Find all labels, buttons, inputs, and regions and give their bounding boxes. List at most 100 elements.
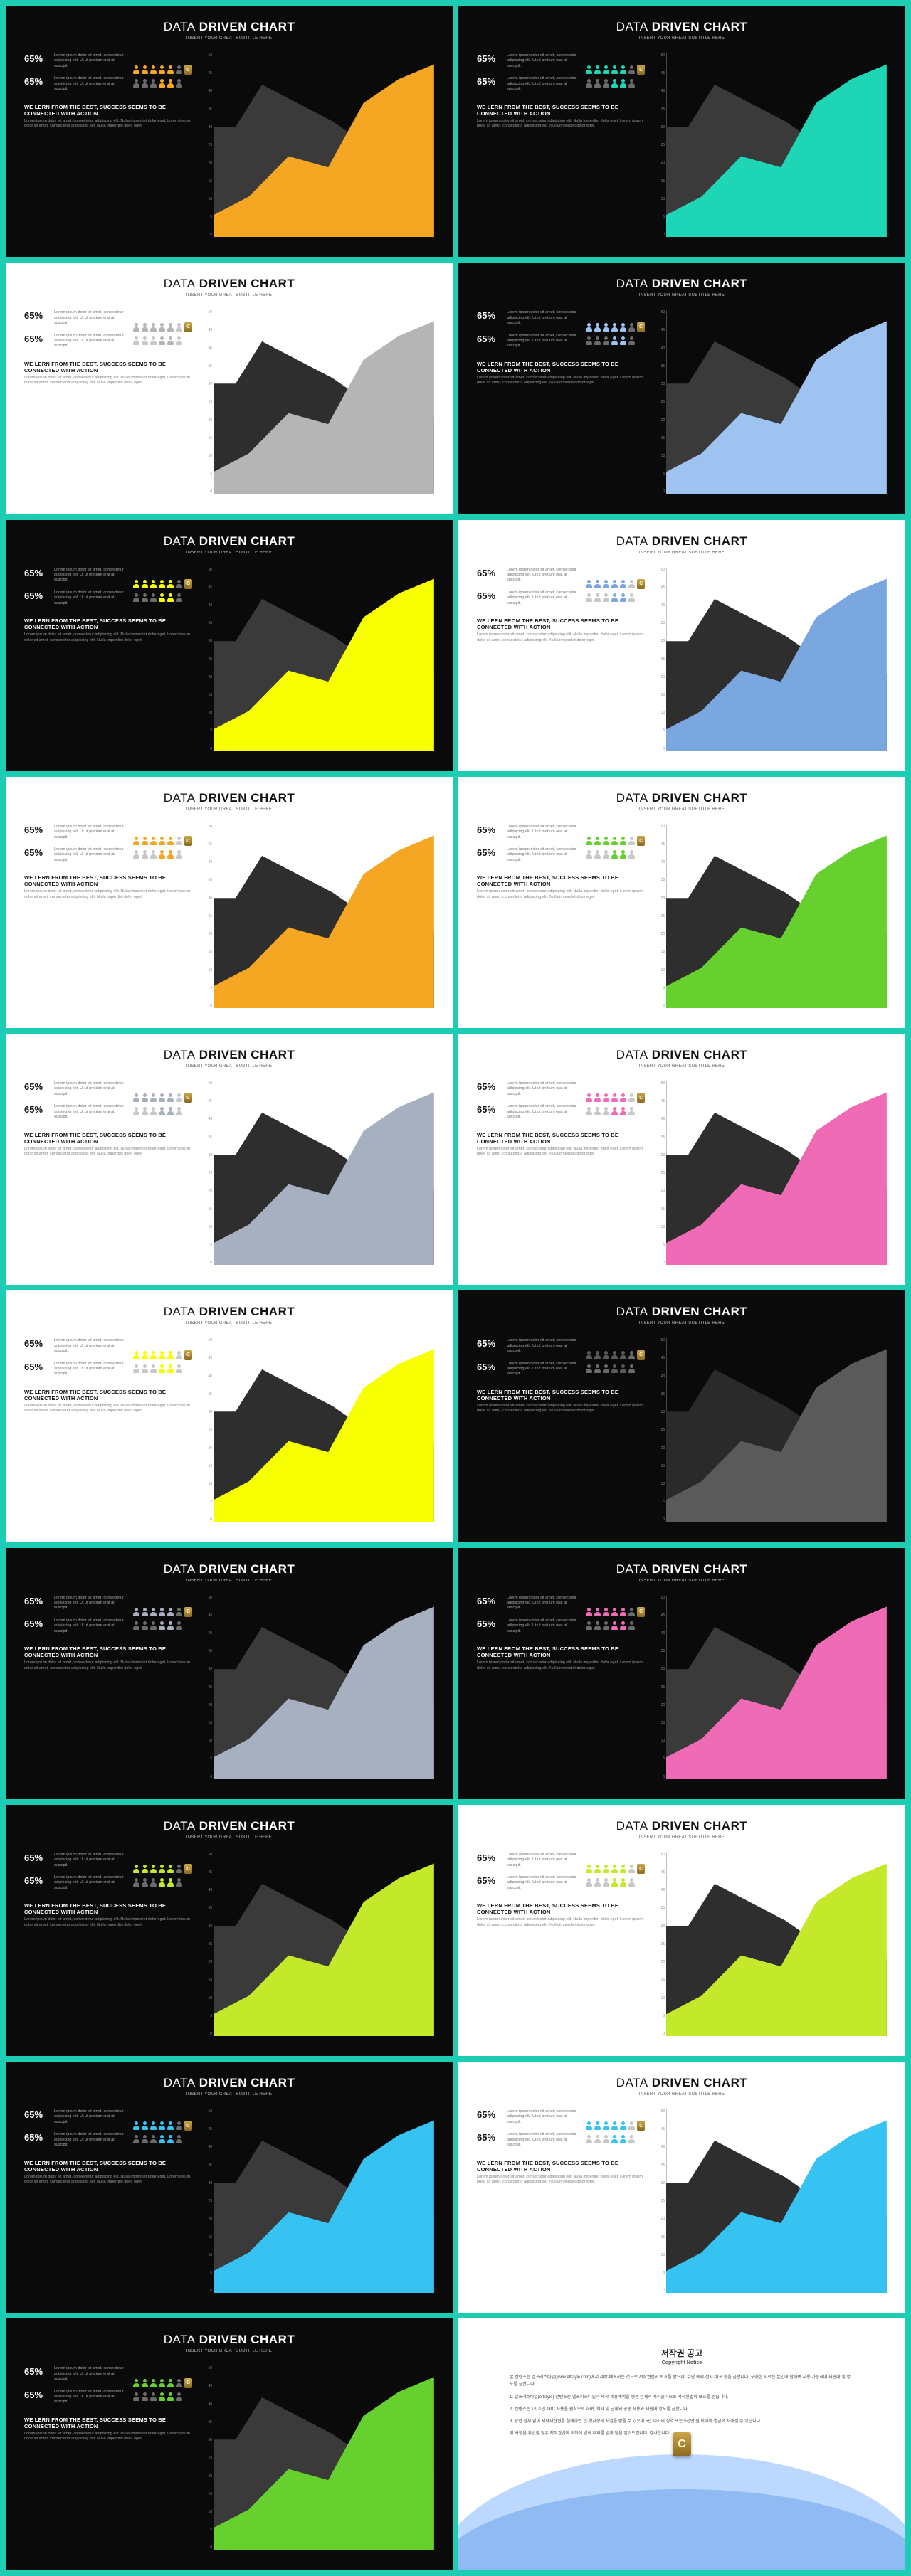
person-icon-row xyxy=(133,850,157,859)
y-tick-label: 35 xyxy=(655,107,665,112)
person-icon xyxy=(594,1608,601,1616)
title-thin: DATA xyxy=(616,277,648,290)
chart-area: 50454035302520151050 xyxy=(655,568,887,757)
area-chart xyxy=(666,568,887,751)
y-axis-ticks: 50454035302520151050 xyxy=(655,1853,665,2036)
icon-column xyxy=(586,322,645,345)
person-icon xyxy=(603,1621,609,1630)
left-column: 65% Lorem ipsum dolor sit amet, consecte… xyxy=(24,2109,192,2299)
person-icon xyxy=(133,2135,139,2143)
area-chart xyxy=(214,2366,434,2550)
title-bold: DRIVEN CHART xyxy=(199,277,295,290)
chart-area: 50454035302520151050 xyxy=(655,1596,887,1785)
y-tick-label: 0 xyxy=(655,233,665,237)
person-icon xyxy=(150,323,157,332)
person-icon xyxy=(167,1093,174,1102)
y-tick-label: 45 xyxy=(655,328,665,332)
person-icon-row xyxy=(133,837,174,845)
person-icon xyxy=(594,65,601,74)
icon-column xyxy=(133,2378,192,2401)
stat-blurb: Lorem ipsum dolor sit amet, consectetur … xyxy=(54,76,126,92)
person-icon-row xyxy=(133,1865,174,1873)
person-icon xyxy=(611,2135,618,2143)
person-icon-row xyxy=(133,323,174,332)
stat-blurb: Lorem ipsum dolor sit amet, consectetur … xyxy=(54,2366,126,2382)
person-icon xyxy=(159,1093,165,1102)
person-icon xyxy=(167,1107,174,1115)
badge-icon xyxy=(637,1864,645,1874)
slide-subtitle: INSERT YOUR GREAT SUBTITLE HERE xyxy=(477,551,887,555)
person-icon xyxy=(586,1107,592,1115)
y-tick-label: 35 xyxy=(202,2420,212,2424)
y-tick-label: 15 xyxy=(655,693,665,697)
y-tick-label: 10 xyxy=(202,1482,212,1486)
slide-subtitle: INSERT YOUR GREAT SUBTITLE HERE xyxy=(24,807,434,812)
y-tick-label: 10 xyxy=(655,2253,665,2257)
y-tick-label: 50 xyxy=(655,53,665,58)
person-icon xyxy=(603,1364,609,1373)
person-icon-row xyxy=(611,850,626,859)
y-tick-label: 0 xyxy=(202,489,212,494)
left-column: 65% Lorem ipsum dolor sit amet, consecte… xyxy=(477,1081,645,1271)
footer-blurb: Lorem ipsum dolor sit amet, consectetur … xyxy=(24,632,192,643)
slide: DATA DRIVEN CHART INSERT YOUR GREAT SUBT… xyxy=(458,263,905,514)
slide-title: DATA DRIVEN CHART xyxy=(24,2076,434,2090)
footer-heading: WE LERN FROM THE BEST, SUCCESS SEEMS TO … xyxy=(24,1389,192,1401)
person-icon xyxy=(628,1351,635,1359)
y-tick-label: 10 xyxy=(202,1996,212,2000)
y-tick-label: 35 xyxy=(202,1392,212,1396)
left-column: 65% Lorem ipsum dolor sit amet, consecte… xyxy=(477,1853,645,2042)
stat-blurb: Lorem ipsum dolor sit amet, consectetur … xyxy=(54,1104,126,1120)
person-icon xyxy=(167,580,174,588)
area-chart xyxy=(214,2109,434,2293)
person-icon-row xyxy=(586,1107,609,1115)
slide-title: DATA DRIVEN CHART xyxy=(477,20,887,34)
stat-blurb: Lorem ipsum dolor sit amet, consectetur … xyxy=(54,1853,126,1868)
percent-value: 65% xyxy=(24,568,48,578)
person-icon xyxy=(620,323,626,332)
person-icon-row xyxy=(611,1107,626,1115)
title-bold: DRIVEN CHART xyxy=(652,277,747,290)
person-icon-row xyxy=(133,1093,174,1102)
icon-column xyxy=(133,1864,192,1887)
person-icon xyxy=(150,1093,157,1102)
title-thin: DATA xyxy=(616,1305,648,1318)
icon-column xyxy=(133,836,192,859)
y-tick-label: 0 xyxy=(202,2032,212,2036)
person-icon xyxy=(167,593,174,602)
percent-value: 65% xyxy=(24,825,48,835)
footer-blurb: Lorem ipsum dolor sit amet, consectetur … xyxy=(477,119,645,129)
y-tick-label: 50 xyxy=(655,310,665,314)
left-column: 65% Lorem ipsum dolor sit amet, consecte… xyxy=(477,53,645,243)
person-icon xyxy=(620,1364,626,1373)
stat-blurb: Lorem ipsum dolor sit amet, consectetur … xyxy=(54,847,126,863)
left-column: 65% Lorem ipsum dolor sit amet, consecte… xyxy=(24,568,192,757)
slide-title: DATA DRIVEN CHART xyxy=(24,1048,434,1062)
icon-column xyxy=(133,2121,192,2143)
person-icon xyxy=(176,336,182,345)
footer-heading: WE LERN FROM THE BEST, SUCCESS SEEMS TO … xyxy=(477,361,645,373)
person-icon xyxy=(603,1107,609,1115)
person-icon xyxy=(620,336,626,345)
y-tick-label: 30 xyxy=(202,896,212,901)
person-icon-row xyxy=(586,65,626,74)
stat-blurb: Lorem ipsum dolor sit amet, consectetur … xyxy=(54,1081,126,1097)
title-bold: DRIVEN CHART xyxy=(652,2076,747,2089)
y-tick-label: 20 xyxy=(202,1446,212,1451)
slide-title: DATA DRIVEN CHART xyxy=(477,534,887,548)
person-icon-row xyxy=(159,2135,174,2143)
person-icon xyxy=(176,1107,182,1115)
person-icon xyxy=(159,580,165,588)
person-icon xyxy=(159,65,165,74)
y-tick-label: 45 xyxy=(202,1099,212,1103)
person-icon xyxy=(133,65,139,74)
person-icon xyxy=(142,1107,148,1115)
stat-blurb: Lorem ipsum dolor sit amet, consectetur … xyxy=(507,847,579,863)
area-chart xyxy=(214,568,434,751)
person-icon xyxy=(176,323,182,332)
y-tick-label: 30 xyxy=(202,1667,212,1671)
percent-value: 65% xyxy=(24,1596,48,1606)
y-tick-label: 50 xyxy=(202,1338,212,1342)
stat-blurb: Lorem ipsum dolor sit amet, consectetur … xyxy=(54,590,126,606)
stat-blurb: Lorem ipsum dolor sit amet, consectetur … xyxy=(54,2390,126,2405)
